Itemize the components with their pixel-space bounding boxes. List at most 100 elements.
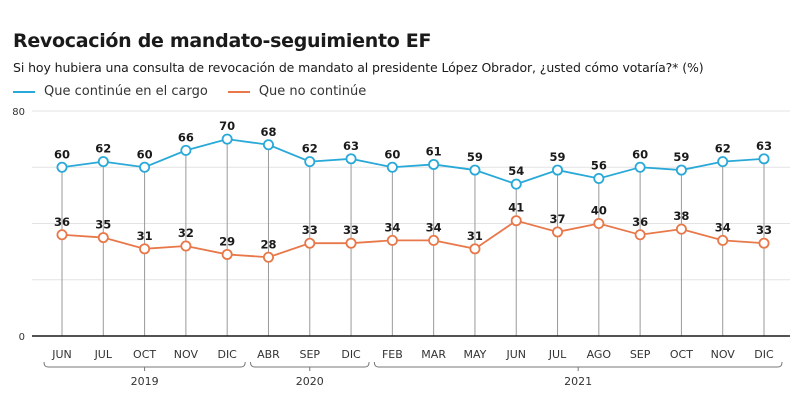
data-label: 61 [426,144,442,158]
x-tick-label: MAR [421,348,446,361]
chart-title: Revocación de mandato-seguimiento EF [13,30,432,52]
data-label: 59 [550,150,566,164]
x-tick-label: SEP [630,348,651,361]
series-line-not-continue [61,219,765,259]
data-point [345,237,357,249]
data-point [469,243,481,255]
legend-label-continue: Que continúe en el cargo [44,84,208,99]
data-point [139,161,151,173]
data-point [262,251,274,263]
data-point [717,234,729,246]
data-point [758,237,770,249]
data-point [510,178,522,190]
data-label: 41 [508,201,524,215]
legend: Que continúe en el cargo Que no continúe [13,84,386,99]
x-tick-label: NOV [711,348,736,361]
data-label: 31 [137,229,153,243]
x-tick-label: DIC [341,348,361,361]
data-label: 59 [673,150,689,164]
data-point [717,156,729,168]
legend-label-not-continue: Que no continúe [258,84,367,99]
x-tick-label: JUL [94,348,113,361]
data-label: 33 [343,223,359,237]
data-label: 37 [550,212,566,226]
data-point [97,156,109,168]
year-bracket [249,361,370,368]
data-label: 59 [467,150,483,164]
data-label: 63 [756,139,772,153]
x-tick-label: AGO [587,348,612,361]
x-tick-label: NOV [174,348,199,361]
year-label: 2021 [564,375,592,388]
legend-swatch-continue [13,90,35,93]
data-point [56,161,68,173]
year-bracket [43,361,246,368]
x-tick-label: ABR [257,348,280,361]
data-label: 40 [591,204,607,218]
data-label: 34 [384,220,400,234]
data-label: 54 [508,164,524,178]
legend-swatch-not-continue [227,90,250,93]
data-point [345,153,357,165]
data-label: 29 [219,234,235,248]
x-tick-label: SEP [299,348,320,361]
data-label: 60 [54,147,70,161]
data-point [139,243,151,255]
data-point [386,234,398,246]
data-label: 33 [756,223,772,237]
data-label: 35 [95,218,111,232]
data-point [428,158,440,170]
data-label: 68 [260,125,276,139]
series-line-continue [61,138,765,186]
x-tick-label: FEB [382,348,403,361]
data-point [593,172,605,184]
data-point [469,164,481,176]
year-label: 2019 [131,375,159,388]
data-point [262,139,274,151]
data-label: 60 [137,147,153,161]
data-label: 36 [632,215,648,229]
data-point [97,232,109,244]
legend-item-continue: Que continúe en el cargo [13,84,208,99]
x-tick-label: OCT [670,348,693,361]
data-label: 60 [632,147,648,161]
data-point [758,153,770,165]
data-label: 38 [673,209,689,223]
data-point [221,248,233,260]
y-tick-label: 80 [12,107,25,118]
data-point [221,133,233,145]
data-label: 56 [591,159,607,173]
data-point [428,234,440,246]
data-point [180,240,192,252]
y-tick-label: 0 [19,332,25,343]
year-label: 2020 [296,375,324,388]
data-label: 62 [715,142,731,156]
chart-subtitle: Si hoy hubiera una consulta de revocació… [13,60,704,75]
x-tick-label: DIC [754,348,774,361]
data-label: 66 [178,130,194,144]
x-tick-label: JUN [51,348,72,361]
data-point [675,223,687,235]
data-label: 32 [178,226,194,240]
data-point [304,237,316,249]
data-point [634,229,646,241]
data-point [552,164,564,176]
data-label: 34 [715,220,731,234]
data-label: 36 [54,215,70,229]
data-label: 33 [302,223,318,237]
data-point [552,226,564,238]
data-point [593,217,605,229]
data-label: 70 [219,119,235,133]
data-point [675,164,687,176]
data-point [304,156,316,168]
data-label: 63 [343,139,359,153]
data-label: 34 [426,220,442,234]
x-tick-label: MAY [463,348,486,361]
data-point [510,215,522,227]
data-point [180,144,192,156]
data-label: 62 [302,142,318,156]
x-tick-label: JUL [548,348,567,361]
legend-item-not-continue: Que no continúe [227,84,367,99]
data-point [56,229,68,241]
